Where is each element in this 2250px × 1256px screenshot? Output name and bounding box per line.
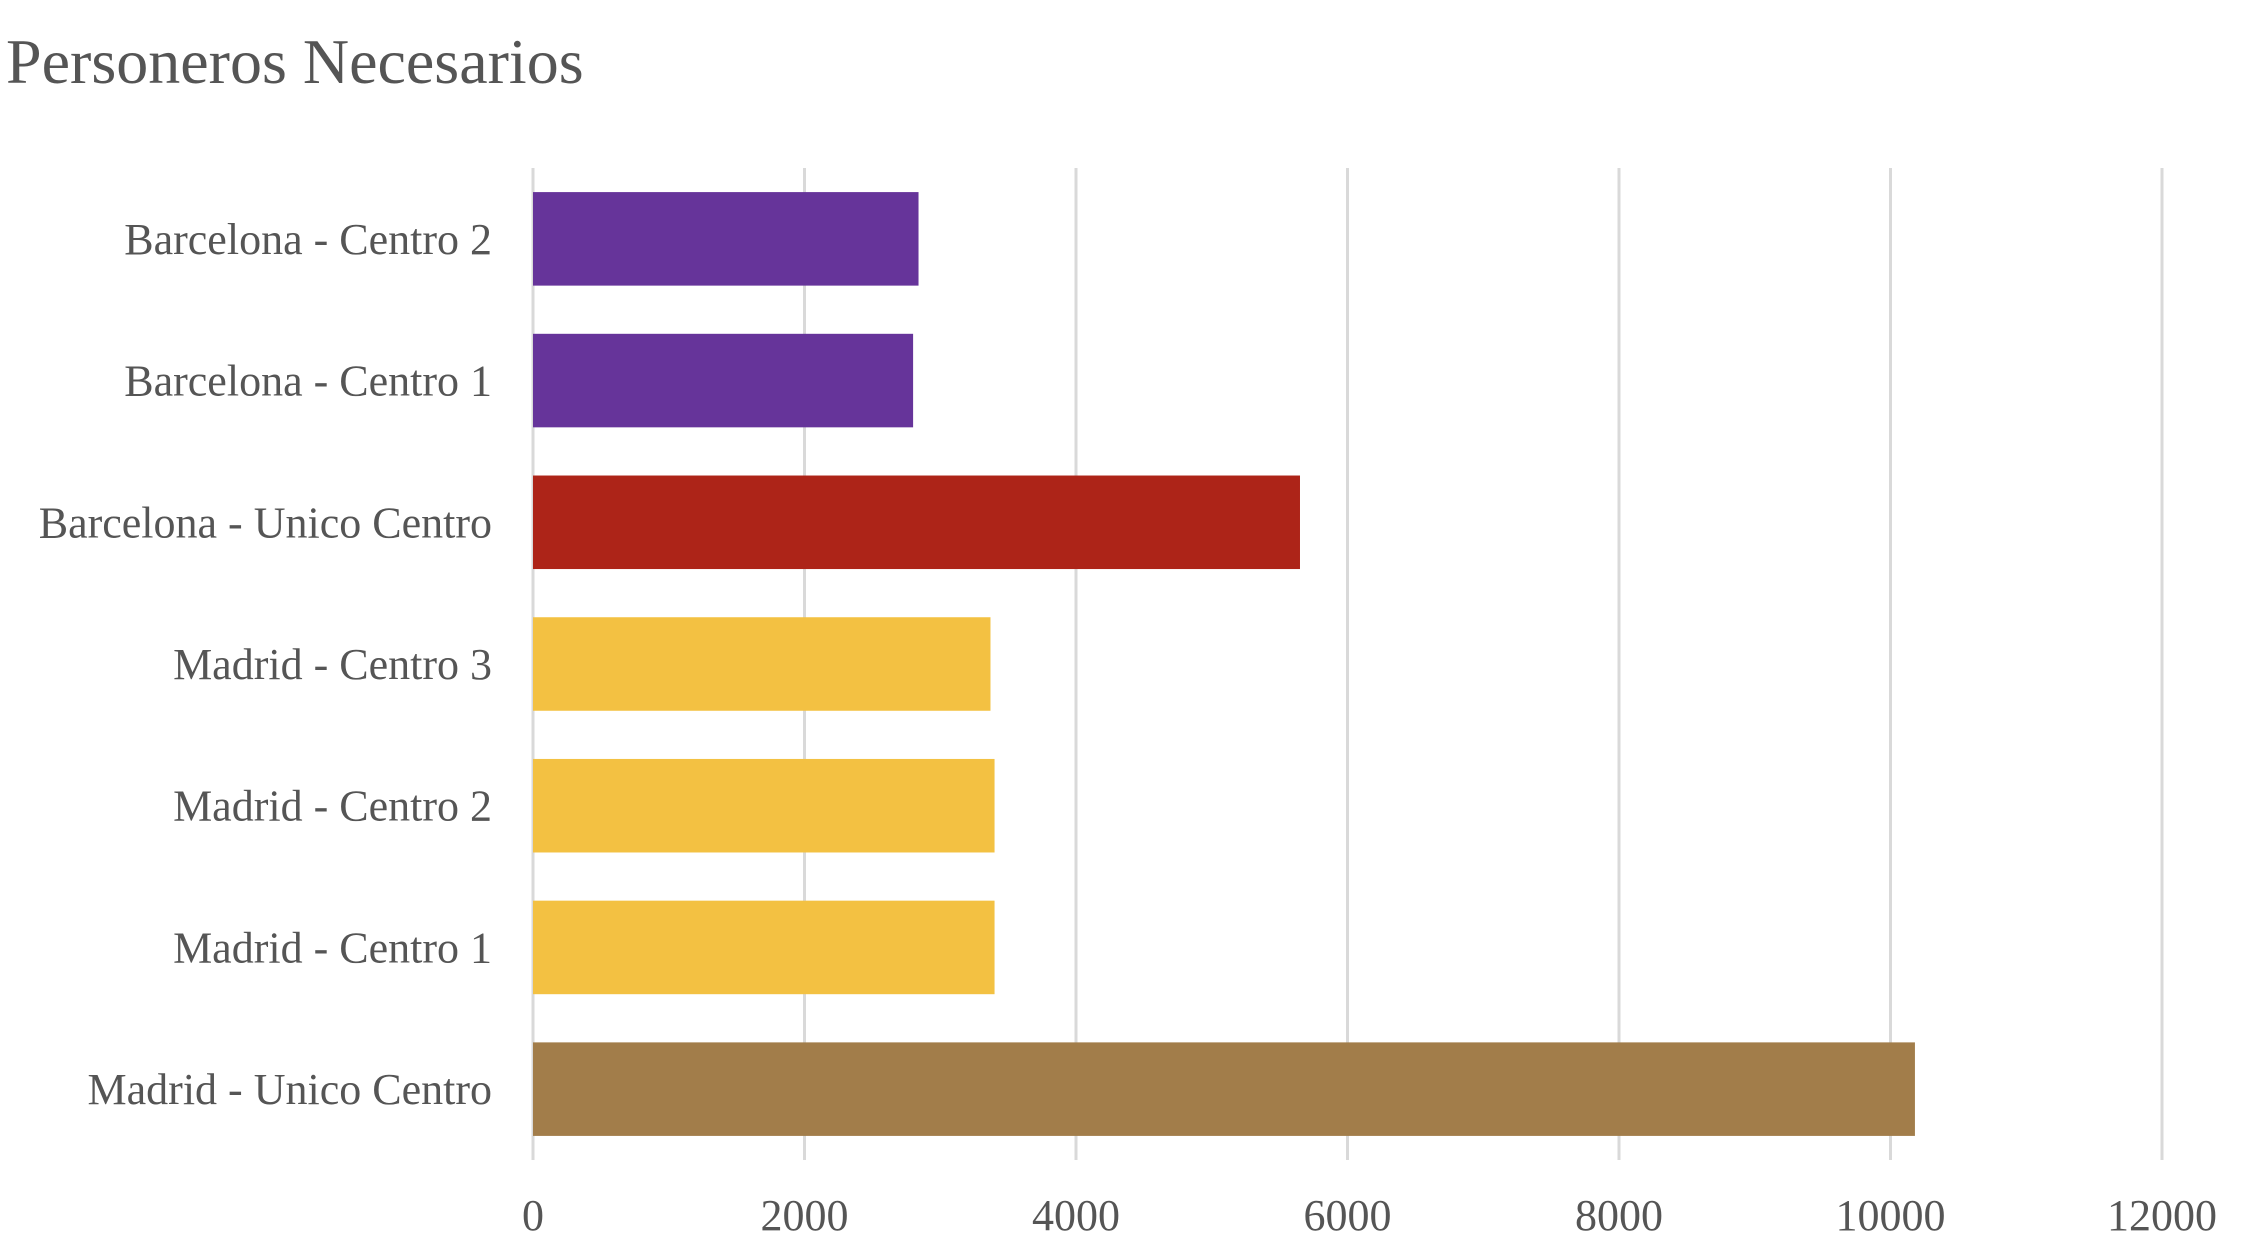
bar <box>533 900 995 995</box>
category-label: Barcelona - Unico Centro <box>39 498 492 547</box>
category-labels: Barcelona - Centro 2 Barcelona - Centro 1… <box>39 215 492 1114</box>
bar <box>533 192 919 286</box>
bar <box>533 475 1300 570</box>
category-label: Madrid - Centro 2 <box>173 782 492 831</box>
x-tick-labels: 0 2000 4000 6000 8000 10000 12000 <box>522 1191 2217 1240</box>
bar <box>533 333 914 428</box>
bar <box>533 758 995 853</box>
category-label: Barcelona - Centro 1 <box>124 357 492 406</box>
chart-title: Personeros Necesarios <box>6 26 584 97</box>
x-tick-label: 2000 <box>761 1191 849 1240</box>
category-label: Madrid - Centro 1 <box>173 923 492 972</box>
x-tick-label: 0 <box>522 1191 544 1240</box>
bar <box>533 617 991 711</box>
bar <box>533 1042 1915 1136</box>
x-tick-label: 10000 <box>1836 1191 1946 1240</box>
x-tick-label: 8000 <box>1575 1191 1663 1240</box>
x-tick-label: 12000 <box>2107 1191 2217 1240</box>
bars <box>533 192 1915 1136</box>
category-label: Barcelona - Centro 2 <box>124 215 492 264</box>
category-label: Madrid - Unico Centro <box>88 1065 492 1114</box>
category-label: Madrid - Centro 3 <box>173 640 492 689</box>
x-tick-label: 4000 <box>1032 1191 1120 1240</box>
x-tick-label: 6000 <box>1304 1191 1392 1240</box>
